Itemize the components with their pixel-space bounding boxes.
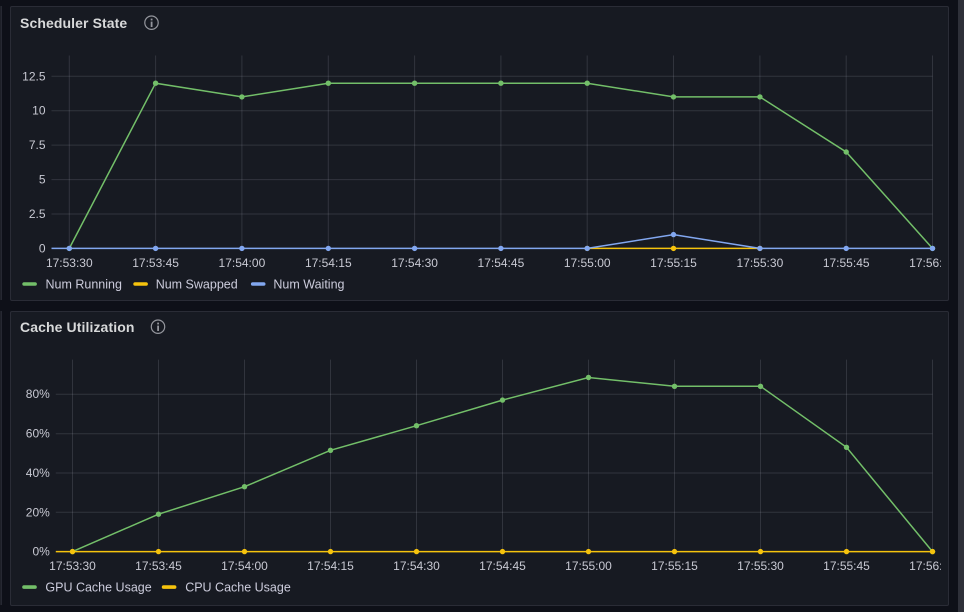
svg-text:17:54:00: 17:54:00 (219, 256, 266, 270)
svg-text:40%: 40% (26, 466, 50, 480)
svg-text:20%: 20% (26, 505, 50, 519)
svg-text:17:54:00: 17:54:00 (221, 559, 268, 573)
svg-text:60%: 60% (26, 427, 50, 441)
svg-text:17:55:30: 17:55:30 (737, 559, 784, 573)
svg-text:Num Swapped: Num Swapped (156, 277, 238, 291)
svg-text:CPU Cache Usage: CPU Cache Usage (185, 581, 291, 595)
svg-text:17:54:45: 17:54:45 (479, 559, 526, 573)
svg-text:2.5: 2.5 (29, 207, 46, 221)
svg-text:17:55:15: 17:55:15 (650, 256, 697, 270)
svg-text:0: 0 (39, 241, 46, 255)
svg-text:17:54:15: 17:54:15 (305, 256, 352, 270)
svg-text:12.5: 12.5 (22, 69, 46, 83)
svg-text:17:56:00: 17:56:00 (909, 256, 956, 270)
svg-text:17:54:45: 17:54:45 (478, 256, 525, 270)
svg-text:17:55:30: 17:55:30 (737, 256, 784, 270)
svg-text:17:53:30: 17:53:30 (46, 256, 93, 270)
svg-text:17:53:30: 17:53:30 (49, 559, 96, 573)
svg-text:17:55:45: 17:55:45 (823, 256, 870, 270)
svg-text:5: 5 (39, 173, 46, 187)
svg-text:80%: 80% (26, 387, 50, 401)
svg-text:17:53:45: 17:53:45 (132, 256, 179, 270)
svg-text:0%: 0% (32, 545, 50, 559)
svg-text:17:54:15: 17:54:15 (307, 559, 354, 573)
svg-text:17:55:45: 17:55:45 (823, 559, 870, 573)
svg-text:17:55:00: 17:55:00 (564, 256, 611, 270)
svg-text:17:54:30: 17:54:30 (391, 256, 438, 270)
svg-text:7.5: 7.5 (29, 138, 46, 152)
svg-text:17:55:00: 17:55:00 (565, 559, 612, 573)
svg-text:10: 10 (32, 104, 46, 118)
svg-text:17:56:00: 17:56:00 (909, 559, 956, 573)
svg-text:17:53:45: 17:53:45 (135, 559, 182, 573)
svg-text:17:54:30: 17:54:30 (393, 559, 440, 573)
svg-text:17:55:15: 17:55:15 (651, 559, 698, 573)
svg-text:Num Running: Num Running (46, 277, 122, 291)
svg-text:GPU Cache Usage: GPU Cache Usage (45, 581, 151, 595)
svg-text:Num Waiting: Num Waiting (273, 277, 344, 291)
